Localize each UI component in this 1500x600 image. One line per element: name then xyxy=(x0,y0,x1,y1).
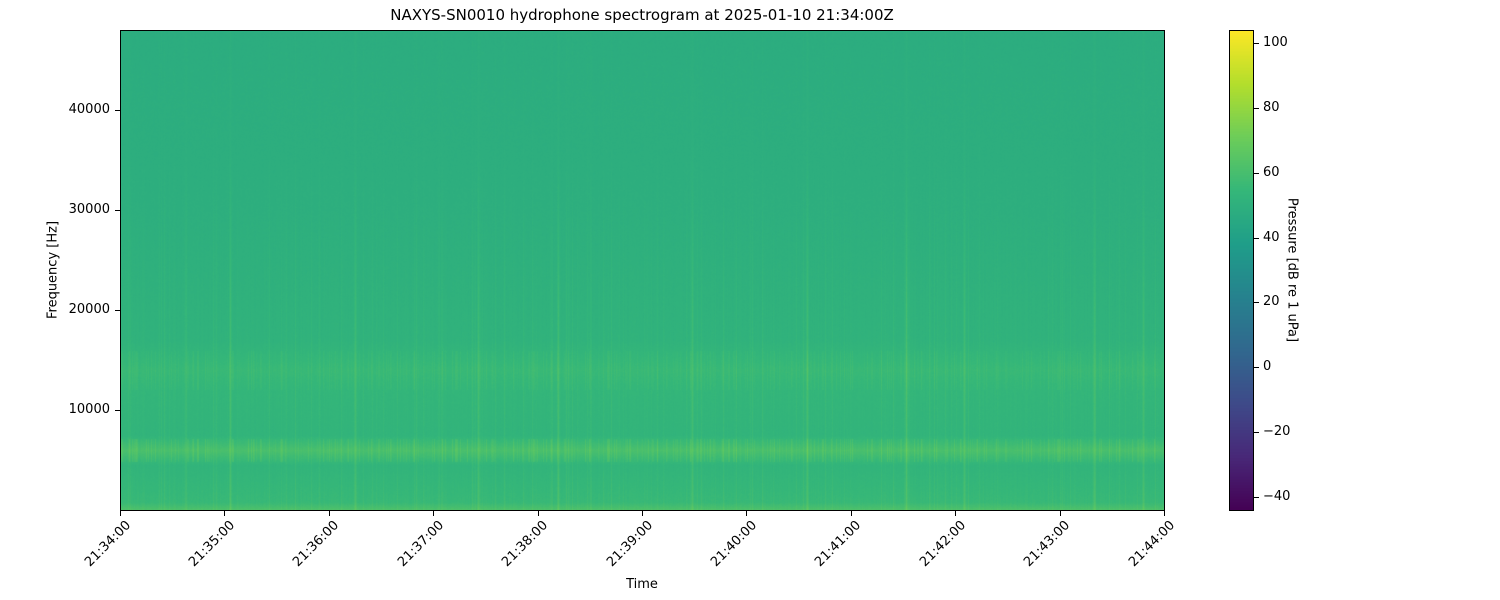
x-tick-mark xyxy=(955,511,957,516)
spectrogram-heatmap xyxy=(120,30,1164,510)
x-tick-label: 21:36:00 xyxy=(290,518,343,570)
x-tick-label: 21:35:00 xyxy=(186,518,239,570)
colorbar-tick-mark xyxy=(1254,237,1259,239)
colorbar-tick-label: 0 xyxy=(1263,359,1272,375)
y-tick-label: 20000 xyxy=(68,302,110,317)
x-tick-mark xyxy=(746,511,748,516)
y-tick-mark xyxy=(115,410,120,411)
colorbar-tick-mark xyxy=(1254,497,1259,499)
x-tick-mark xyxy=(537,511,539,516)
x-tick-label: 21:44:00 xyxy=(1125,518,1178,570)
x-tick-mark xyxy=(224,511,226,516)
x-tick-label: 21:41:00 xyxy=(812,518,865,570)
y-tick-label: 10000 xyxy=(68,402,110,417)
x-tick-mark xyxy=(850,511,852,516)
colorbar-tick-mark xyxy=(1254,42,1259,44)
y-tick-mark xyxy=(115,310,120,311)
colorbar-tick-label: −20 xyxy=(1263,424,1291,440)
colorbar-tick-label: −40 xyxy=(1263,489,1291,505)
colorbar-tick-mark xyxy=(1254,172,1259,174)
y-tick-mark xyxy=(115,210,120,211)
y-tick-label: 30000 xyxy=(68,202,110,217)
x-tick-mark xyxy=(433,511,435,516)
x-tick-label: 21:40:00 xyxy=(708,518,761,570)
colorbar-tick-label: 20 xyxy=(1263,294,1280,310)
x-tick-label: 21:42:00 xyxy=(916,518,969,570)
x-tick-mark xyxy=(328,511,330,516)
y-tick-label: 40000 xyxy=(68,102,110,117)
y-tick-mark xyxy=(115,110,120,111)
x-tick-mark xyxy=(120,511,121,516)
colorbar-tick-mark xyxy=(1254,432,1259,434)
x-tick-label: 21:39:00 xyxy=(603,518,656,570)
colorbar-label: Pressure [dB re 1 uPa] xyxy=(1284,197,1300,343)
x-tick-label: 21:43:00 xyxy=(1021,518,1074,570)
x-tick-label: 21:34:00 xyxy=(81,518,134,570)
colorbar-tick-label: 80 xyxy=(1263,99,1280,115)
colorbar-tick-label: 40 xyxy=(1263,229,1280,245)
x-tick-mark xyxy=(642,511,643,516)
colorbar-tick-mark xyxy=(1254,107,1259,109)
colorbar xyxy=(1229,30,1253,510)
x-tick-mark xyxy=(1059,511,1061,516)
x-tick-label: 21:38:00 xyxy=(499,518,552,570)
colorbar-tick-mark xyxy=(1254,367,1259,369)
x-tick-label: 21:37:00 xyxy=(394,518,447,570)
colorbar-tick-label: 100 xyxy=(1263,34,1288,50)
chart-title: NAXYS-SN0010 hydrophone spectrogram at 2… xyxy=(390,6,894,24)
y-axis-label: Frequency [Hz] xyxy=(45,220,61,320)
x-axis-label: Time xyxy=(626,577,658,592)
colorbar-tick-label: 60 xyxy=(1263,164,1280,180)
x-tick-mark xyxy=(1164,511,1165,516)
colorbar-tick-mark xyxy=(1254,302,1259,304)
